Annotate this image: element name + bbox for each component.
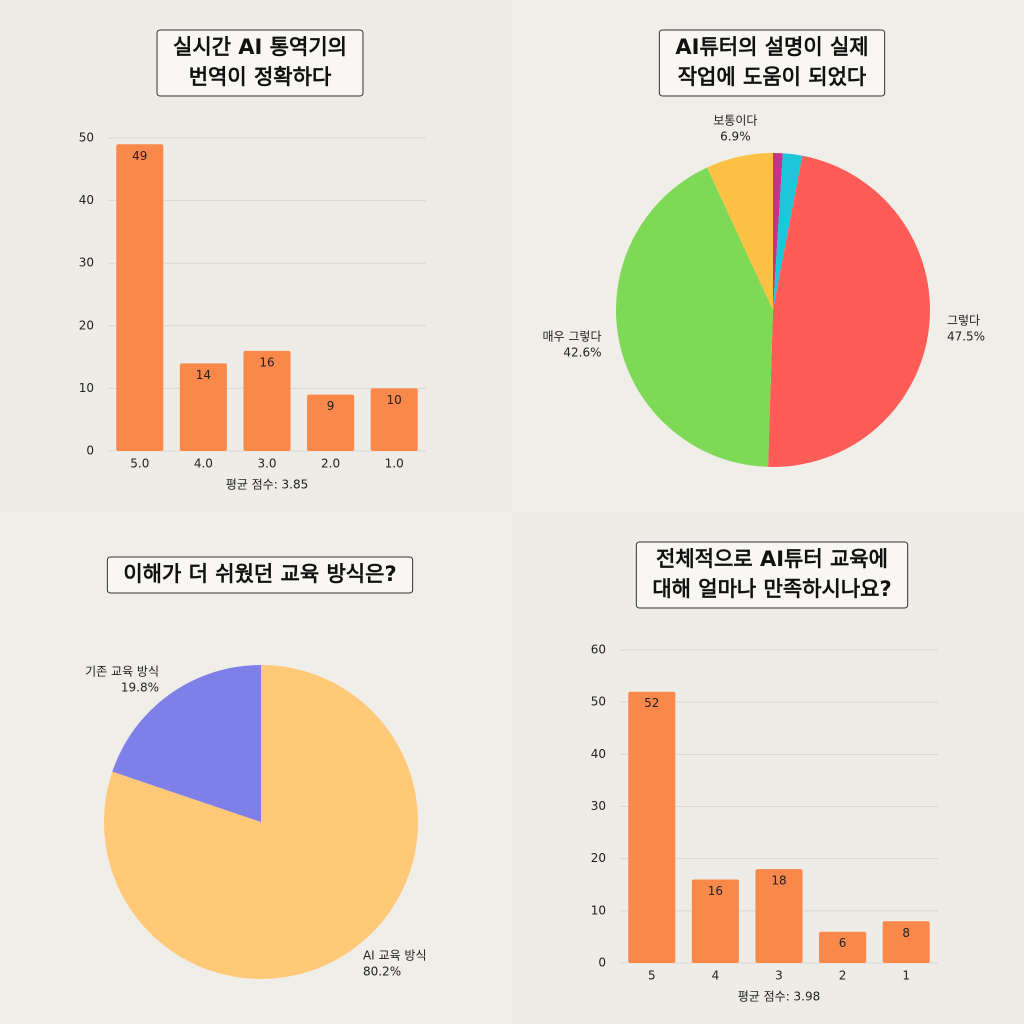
pie-slice xyxy=(773,153,803,310)
pie-slice xyxy=(707,153,773,310)
y-tick-label: 30 xyxy=(591,799,606,813)
chart-title: 대해 얼마나 만족하시나요? xyxy=(652,577,891,601)
y-tick-label: 50 xyxy=(591,695,606,709)
pie-slice xyxy=(616,167,773,467)
y-tick-label: 20 xyxy=(591,851,606,865)
slice-value-label: 6.9% xyxy=(720,130,751,144)
slice-label: AI 교육 방식 xyxy=(363,949,427,963)
slice-value-label: 42.6% xyxy=(563,345,601,359)
y-tick-label: 40 xyxy=(79,193,94,207)
x-tick-label: 4.0 xyxy=(194,457,213,471)
x-tick-label: 4 xyxy=(712,969,720,983)
x-tick-label: 2.0 xyxy=(321,457,340,471)
slice-label: 그렇다 xyxy=(947,313,980,328)
note: 평균 점수: 3.98 xyxy=(738,990,821,1004)
y-tick-label: 40 xyxy=(591,747,606,761)
value-label: 16 xyxy=(708,884,723,898)
bar xyxy=(691,879,739,963)
chart-title: 작업에 도움이 되었다 xyxy=(678,65,867,89)
slice-label: 기존 교육 방식 xyxy=(85,664,159,678)
slice-value-label: 80.2% xyxy=(363,965,401,979)
chart-title: AI튜터의 설명이 실제 xyxy=(675,35,868,59)
y-tick-label: 60 xyxy=(591,643,606,657)
slice-label: 매우 그렇다 xyxy=(543,328,602,343)
chart-title: 전체적으로 AI튜터 교육에 xyxy=(656,547,888,571)
value-label: 49 xyxy=(132,149,147,163)
slice-value-label: 19.8% xyxy=(121,680,159,694)
x-tick-label: 5.0 xyxy=(130,457,149,471)
title-box xyxy=(658,29,886,97)
pie-slice xyxy=(773,153,783,310)
x-tick-label: 1.0 xyxy=(385,457,404,471)
y-tick-label: 50 xyxy=(79,131,94,145)
y-tick-label: 0 xyxy=(598,956,606,970)
bar xyxy=(755,869,803,963)
chart-title: 이해가 더 쉬웠던 교육 방식은? xyxy=(123,562,396,586)
chart-title: 실시간 AI 통역기의 xyxy=(173,35,347,59)
value-label: 9 xyxy=(327,399,335,413)
x-tick-label: 3.0 xyxy=(257,457,276,471)
title-box xyxy=(106,556,414,594)
title-box xyxy=(156,29,364,97)
title-group: 이해가 더 쉬웠던 교육 방식은? xyxy=(106,556,414,594)
bar xyxy=(882,921,930,963)
y-tick-label: 10 xyxy=(591,903,606,917)
x-tick-label: 2 xyxy=(839,969,847,983)
pie-slice xyxy=(768,155,931,468)
y-tick-label: 10 xyxy=(79,381,94,395)
bar xyxy=(179,363,227,451)
value-label: 14 xyxy=(196,368,211,382)
value-label: 10 xyxy=(387,393,402,407)
bar xyxy=(307,394,355,451)
x-tick-label: 3 xyxy=(775,969,783,983)
chart-title: 번역이 정확하다 xyxy=(189,65,332,89)
y-tick-label: 30 xyxy=(79,256,94,270)
value-label: 18 xyxy=(771,874,786,888)
value-label: 6 xyxy=(839,936,847,950)
slice-value-label: 47.5% xyxy=(947,330,985,344)
value-label: 8 xyxy=(902,926,910,940)
slice-label: 보통이다 xyxy=(713,114,757,128)
bar xyxy=(819,931,867,963)
x-tick-label: 1 xyxy=(902,969,910,983)
y-tick-label: 20 xyxy=(79,318,94,332)
x-tick-label: 5 xyxy=(648,969,656,983)
bar xyxy=(116,144,164,451)
bar xyxy=(243,350,291,451)
pie-slice xyxy=(112,665,261,822)
value-label: 16 xyxy=(259,355,274,369)
title-box xyxy=(635,541,909,609)
y-tick-label: 0 xyxy=(86,444,94,458)
bar xyxy=(370,388,418,451)
note: 평균 점수: 3.85 xyxy=(226,478,309,492)
bar xyxy=(628,691,676,963)
value-label: 52 xyxy=(644,696,659,710)
